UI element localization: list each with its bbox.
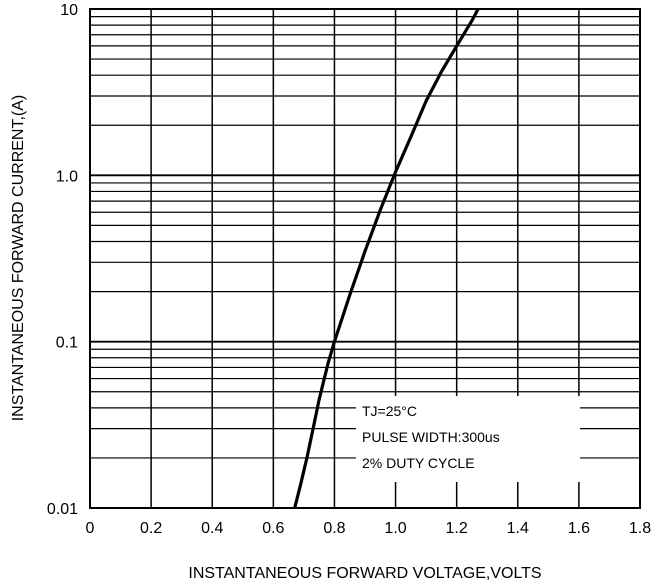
x-tick-label: 0 [86, 520, 95, 537]
x-tick-label: 0.2 [140, 520, 162, 537]
x-tick-label: 1.6 [568, 520, 590, 537]
annotation-temperature: TJ=25°C [362, 403, 417, 419]
x-tick-label: 1.2 [446, 520, 468, 537]
y-tick-label: 10 [60, 2, 78, 19]
forward-voltage-curve [293, 8, 480, 509]
x-tick-label: 1.8 [629, 520, 651, 537]
y-axis-title: INSTANTANEOUS FORWARD CURRENT,(A) [10, 95, 27, 422]
annotation-box-background [356, 396, 580, 482]
x-axis-title: INSTANTANEOUS FORWARD VOLTAGE,VOLTS [188, 565, 541, 582]
plot-frame [89, 8, 641, 509]
x-tick-label: 1.4 [507, 520, 529, 537]
annotation-duty-cycle: 2% DUTY CYCLE [362, 455, 475, 471]
x-tick-label: 0.4 [201, 520, 223, 537]
y-tick-label: 0.01 [47, 501, 78, 518]
x-tick-label: 0.6 [262, 520, 284, 537]
annotation-pulse-width: PULSE WIDTH:300us [362, 429, 500, 445]
chart-grid [90, 9, 640, 508]
x-tick-labels: 0 0.2 0.4 0.6 0.8 1.0 1.2 1.4 1.6 1.8 [86, 520, 652, 537]
x-tick-label: 1.0 [384, 520, 406, 537]
x-tick-label: 0.8 [323, 520, 345, 537]
y-tick-label: 0.1 [56, 335, 78, 352]
annotation-box: TJ=25°C PULSE WIDTH:300us 2% DUTY CYCLE [356, 396, 580, 482]
y-tick-labels: 0.01 0.1 1.0 10 [47, 2, 78, 518]
series-layer [293, 8, 480, 509]
y-tick-label: 1.0 [56, 168, 78, 185]
